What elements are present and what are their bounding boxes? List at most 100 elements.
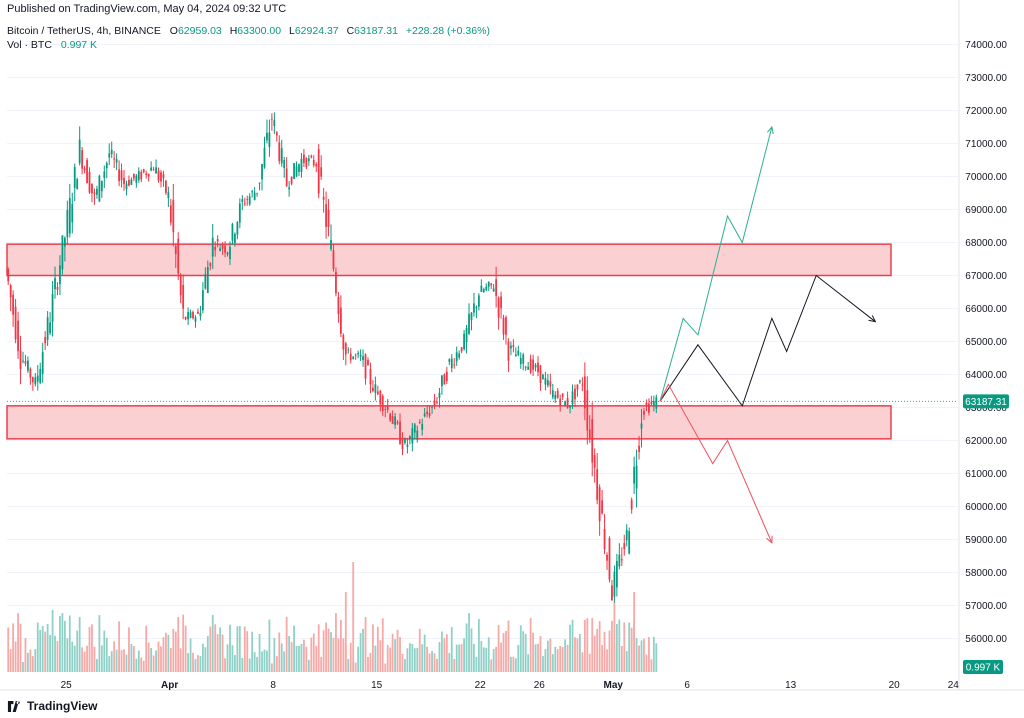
volume-bar <box>386 645 389 672</box>
volume-bar <box>401 653 404 672</box>
candle-body <box>588 429 591 439</box>
candle-body <box>591 419 594 463</box>
y-tick-label: 74000.00 <box>965 40 1007 51</box>
candle-body <box>507 341 510 361</box>
volume-bar <box>655 643 658 672</box>
volume-bar <box>211 614 214 672</box>
volume-bar <box>251 631 254 672</box>
volume-bar <box>344 592 347 672</box>
candle-body <box>184 317 187 320</box>
volume-bar <box>19 623 22 672</box>
candle-body <box>214 246 217 251</box>
volume-bar <box>256 657 258 672</box>
volume-bar <box>285 616 288 672</box>
candle-body <box>273 120 276 126</box>
candle-body <box>576 384 579 390</box>
candle-body <box>224 245 226 253</box>
candle-body <box>135 175 138 183</box>
volume-bar <box>542 656 544 672</box>
candle-body <box>598 487 601 522</box>
candle-body <box>500 296 502 309</box>
y-tick-label: 67000.00 <box>965 271 1007 282</box>
volume-bar <box>507 620 510 672</box>
candle-body <box>201 290 204 311</box>
candle-body <box>625 529 628 541</box>
y-tick-label: 70000.00 <box>965 172 1007 183</box>
volume-bar <box>404 659 406 672</box>
volume-bar <box>113 641 116 672</box>
volume-bars <box>7 562 658 672</box>
candle-body <box>261 164 263 180</box>
volume-bar <box>66 638 69 672</box>
candle-body <box>12 294 15 315</box>
candle-body <box>635 465 638 489</box>
volume-bar <box>559 646 562 672</box>
volume-bar <box>426 646 429 672</box>
volume-bar <box>152 655 155 672</box>
candle-body <box>73 167 76 188</box>
candle-body <box>643 411 645 415</box>
candle-body <box>76 179 79 190</box>
volume-bar <box>307 659 310 672</box>
volume-bar <box>167 634 170 672</box>
candle-body <box>408 436 411 439</box>
candle-body <box>177 238 180 274</box>
candle-body <box>123 178 125 185</box>
volume-bar <box>436 658 438 672</box>
candle-body <box>305 158 308 168</box>
volume-bar <box>549 638 552 672</box>
candle-body <box>325 204 327 227</box>
candle-body <box>423 413 426 417</box>
candle-body <box>295 166 298 177</box>
candle-body <box>559 398 562 407</box>
candle-body <box>63 237 66 247</box>
legend-close: 63187.31 <box>354 25 398 37</box>
y-tick-label: 58000.00 <box>965 568 1007 579</box>
volume-bar <box>236 626 239 672</box>
footer-brand[interactable]: TradingView <box>7 699 97 713</box>
volume-bar <box>571 619 574 672</box>
volume-bar <box>352 562 355 672</box>
candle-body <box>539 365 542 383</box>
volume-bar <box>364 617 367 672</box>
candle-body <box>44 337 47 344</box>
volume-bar <box>165 632 167 672</box>
candle-body <box>428 413 431 416</box>
candle-body <box>601 500 603 514</box>
candle-body <box>27 360 29 371</box>
volume-bar <box>115 649 118 672</box>
x-tick-label: 24 <box>948 680 960 691</box>
volume-bar <box>480 641 483 672</box>
candle-body <box>130 179 133 185</box>
candle-body <box>374 384 377 393</box>
y-tick-label: 72000.00 <box>965 106 1007 117</box>
volume-bar <box>544 649 547 672</box>
candle-body <box>364 354 367 379</box>
y-tick-label: 56000.00 <box>965 634 1007 645</box>
volume-bar <box>598 621 601 672</box>
volume-bar <box>349 642 352 672</box>
volume-bar <box>628 622 631 672</box>
candle-body <box>450 358 453 369</box>
volume-bar <box>394 639 396 672</box>
volume-bar <box>335 613 337 672</box>
volume-bar <box>51 609 54 672</box>
volume-bar <box>492 649 495 672</box>
volume-bar <box>453 658 456 672</box>
volume-bar <box>157 641 160 672</box>
volume-bar <box>253 652 256 672</box>
volume-bar <box>31 656 34 672</box>
volume-bar <box>88 626 91 672</box>
candle-body <box>628 531 631 554</box>
volume-bar <box>192 652 194 672</box>
volume-bar <box>327 628 330 672</box>
volume-bar <box>497 625 500 672</box>
candle-body <box>391 416 394 425</box>
volume-bar <box>130 643 133 672</box>
candle-body <box>652 400 655 406</box>
candle-body <box>226 252 229 255</box>
volume-bar <box>219 627 222 672</box>
volume-bar <box>477 618 480 672</box>
candle-body <box>320 167 323 177</box>
